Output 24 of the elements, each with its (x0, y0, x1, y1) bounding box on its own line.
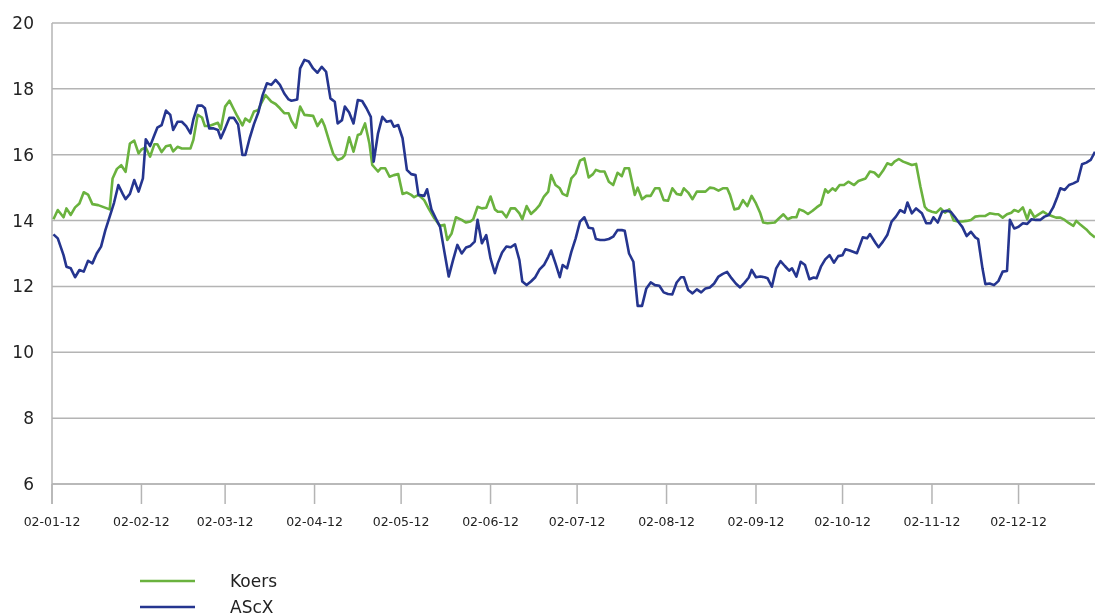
x-tick-label: 02-05-12 (372, 514, 430, 529)
x-tick-label: 02-07-12 (548, 514, 606, 529)
y-tick-label: 10 (12, 342, 34, 363)
y-tick-label: 6 (23, 474, 34, 494)
y-tick-label: 20 (12, 13, 34, 33)
legend-label: AScX (230, 597, 274, 614)
y-tick-label: 8 (23, 408, 34, 429)
x-tick-label: 02-10-12 (814, 514, 871, 529)
legend-label: Koers (230, 571, 278, 591)
x-tick-label: 02-11-12 (903, 514, 961, 529)
x-tick-label: 02-06-12 (462, 514, 519, 529)
y-tick-label: 14 (12, 210, 34, 231)
line-series (52, 93, 1095, 242)
x-tick-label: 02-09-12 (727, 514, 785, 529)
x-tick-label: 02-01-12 (23, 514, 81, 529)
x-tick-label: 02-04-12 (286, 514, 343, 529)
y-tick-label: 18 (12, 78, 34, 99)
y-tick-label: 12 (12, 276, 34, 297)
x-tick-label: 02-08-12 (638, 514, 695, 529)
x-tick-label: 02-02-12 (113, 514, 170, 529)
x-tick-label: 02-03-12 (196, 514, 254, 529)
x-tick-label: 02-12-12 (990, 514, 1047, 529)
y-tick-label: 16 (12, 144, 34, 165)
line-series (52, 58, 1095, 308)
